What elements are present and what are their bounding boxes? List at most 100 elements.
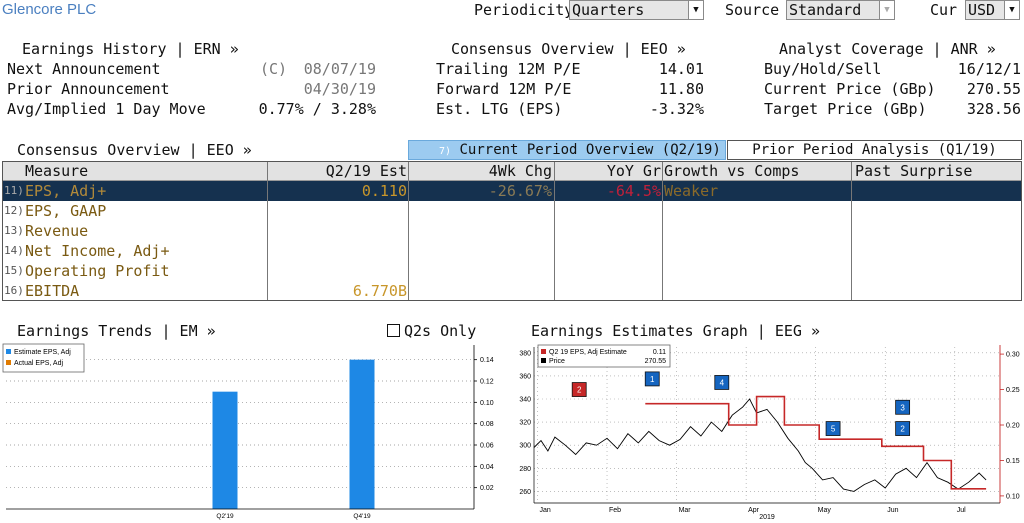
row-yoy-gr: -64.5%: [606, 182, 661, 200]
legend-box: [2, 343, 85, 373]
table-row-eps-adj[interactable]: 11) EPS, Adj+ 0.110 -26.67% -64.5% Weake…: [3, 181, 1021, 201]
dropdown-arrow-icon[interactable]: ▼: [879, 1, 894, 19]
event-marker: [825, 421, 841, 436]
y-left-tick-label: 260: [519, 489, 531, 496]
current-price-label: Current Price (GBp): [764, 80, 936, 98]
col-growth-comps[interactable]: Growth vs Comps: [664, 162, 800, 180]
x-tick-label: Jan: [539, 507, 550, 514]
buy-hold-sell-label: Buy/Hold/Sell: [764, 60, 882, 78]
eeg-lines: [533, 395, 987, 492]
column-divider: [267, 162, 268, 300]
tab-number: 7): [439, 146, 452, 157]
row-number: 11): [4, 184, 24, 197]
consensus-overview-link[interactable]: Consensus Overview | EEO »: [451, 40, 686, 58]
eeg-axis: 260 280 300 320 340 360 380 Jan Feb Mar Apr May Jun J…: [519, 345, 1020, 514]
legend-label-estimate: Estimate EPS, Adj: [14, 349, 71, 356]
prior-announcement-value: 04/30/19: [303, 80, 376, 98]
y-tick-label: 0.08: [480, 421, 494, 428]
ltg-value: -3.32%: [649, 100, 704, 118]
trailing-pe-label: Trailing 12M P/E: [436, 60, 581, 78]
col-est[interactable]: Q2/19 Est: [325, 162, 407, 180]
table-header: Measure Q2/19 Est 4Wk Chg YoY Gr Growth …: [3, 162, 1021, 181]
row-growth-comps: Weaker: [664, 182, 719, 200]
y-right-tick-label: 0.30: [1006, 352, 1020, 359]
legend-label-price: Price: [549, 358, 565, 365]
trends-bars: [212, 359, 375, 509]
row-label: EPS, Adj+: [25, 182, 107, 200]
dropdown-arrow-icon[interactable]: ▼: [688, 1, 703, 19]
legend-label-actual: Actual EPS, Adj: [14, 360, 63, 367]
event-marker-label: 2: [900, 425, 905, 434]
x-tick-label: Jun: [887, 507, 898, 514]
event-marker: [895, 399, 911, 415]
row-number: 15): [4, 264, 24, 277]
tab-prior-period[interactable]: Prior Period Analysis (Q1/19): [727, 140, 1022, 160]
checkbox-box[interactable]: [387, 324, 400, 337]
trailing-pe-value: 14.01: [658, 60, 704, 78]
x-tick-label: Q4'19: [353, 513, 371, 520]
row-label: Operating Profit: [25, 262, 170, 280]
confirmed-flag: (C): [260, 60, 288, 78]
event-marker-label: 2: [577, 386, 582, 395]
table-row-ebitda[interactable]: 16) EBITDA 6.770B: [3, 281, 1021, 301]
column-divider: [851, 162, 852, 300]
legend-value-estimate: 0.11: [653, 349, 666, 356]
periodicity-select[interactable]: Quarters ▼: [569, 0, 704, 20]
trends-axis: 0.02 0.04 0.06 0.08 0.10 0.12 0.14 Q2'19 Q4'19: [6, 345, 494, 520]
q2s-only-checkbox[interactable]: Q2s Only: [387, 322, 476, 340]
table-row-net-income[interactable]: 14) Net Income, Adj+: [3, 241, 1021, 261]
tab-current-period[interactable]: 7) Current Period Overview (Q2/19): [408, 140, 726, 160]
row-4wk-chg: -26.67%: [488, 182, 552, 200]
forward-pe-label: Forward 12M P/E: [436, 80, 572, 98]
consensus-table: Measure Q2/19 Est 4Wk Chg YoY Gr Growth …: [2, 161, 1022, 301]
eeg-legend: Q2 19 EPS, Adj Estimate 0.11 Price 270.5…: [537, 344, 671, 368]
source-label: Source: [725, 1, 780, 19]
legend-swatch-estimate: [6, 349, 11, 354]
earnings-trends-title[interactable]: Earnings Trends | EM »: [17, 322, 216, 340]
col-4wk-chg[interactable]: 4Wk Chg: [488, 162, 552, 180]
table-row-revenue[interactable]: 13) Revenue: [3, 221, 1021, 241]
col-past-surprise[interactable]: Past Surprise: [855, 162, 973, 180]
row-number: 14): [4, 244, 24, 257]
target-price-label: Target Price (GBp): [764, 100, 927, 118]
row-est: 6.770B: [352, 282, 407, 300]
event-marker: [644, 371, 660, 387]
eeg-markers: 2 1 4 5 3 2: [571, 371, 911, 436]
row-label: EBITDA: [25, 282, 80, 300]
table-row-operating-profit[interactable]: 15) Operating Profit: [3, 261, 1021, 281]
implied-move-value: 0.77% / 3.28%: [258, 100, 376, 118]
current-price-value: 270.55: [966, 80, 1021, 98]
x-tick-label: Mar: [679, 507, 692, 514]
y-tick-label: 0.02: [480, 485, 494, 492]
y-right-tick-label: 0.15: [1006, 458, 1020, 465]
x-tick-label: Feb: [609, 507, 621, 514]
row-label: EPS, GAAP: [25, 202, 107, 220]
periodicity-value: Quarters: [572, 1, 645, 19]
source-select[interactable]: Standard ▼: [786, 0, 895, 20]
col-measure[interactable]: Measure: [25, 162, 89, 180]
row-label: Net Income, Adj+: [25, 242, 170, 260]
currency-select[interactable]: USD ▼: [965, 0, 1020, 20]
earnings-trends-chart: 0.02 0.04 0.06 0.08 0.10 0.12 0.14 Q2'19 Q4'19 E…: [2, 343, 494, 520]
consensus-table-title[interactable]: Consensus Overview | EEO »: [17, 141, 252, 159]
year-label: 2019: [759, 514, 775, 521]
estimates-graph-title[interactable]: Earnings Estimates Graph | EEG »: [531, 322, 820, 340]
y-tick-label: 0.06: [480, 443, 494, 450]
y-left-tick-label: 320: [519, 420, 531, 427]
y-right-tick-label: 0.20: [1006, 423, 1020, 430]
earnings-history-title[interactable]: Earnings History | ERN »: [22, 40, 239, 58]
col-yoy-gr[interactable]: YoY Gr: [606, 162, 661, 180]
tab-current-label: Current Period Overview (Q2/19): [459, 142, 721, 158]
event-marker: [571, 382, 587, 397]
trends-legend: Estimate EPS, Adj Actual EPS, Adj: [2, 343, 85, 373]
analyst-coverage-link[interactable]: Analyst Coverage | ANR »: [779, 40, 996, 58]
dropdown-arrow-icon[interactable]: ▼: [1004, 1, 1019, 19]
x-tick-label: Q2'19: [216, 513, 234, 520]
y-left-tick-label: 300: [519, 443, 531, 450]
legend-swatch-actual: [6, 360, 11, 365]
ltg-label: Est. LTG (EPS): [436, 100, 563, 118]
table-row-eps-gaap[interactable]: 12) EPS, GAAP: [3, 201, 1021, 221]
company-name[interactable]: Glencore PLC: [2, 1, 97, 18]
target-price-value: 328.56: [966, 100, 1021, 118]
event-marker-label: 3: [900, 403, 905, 412]
